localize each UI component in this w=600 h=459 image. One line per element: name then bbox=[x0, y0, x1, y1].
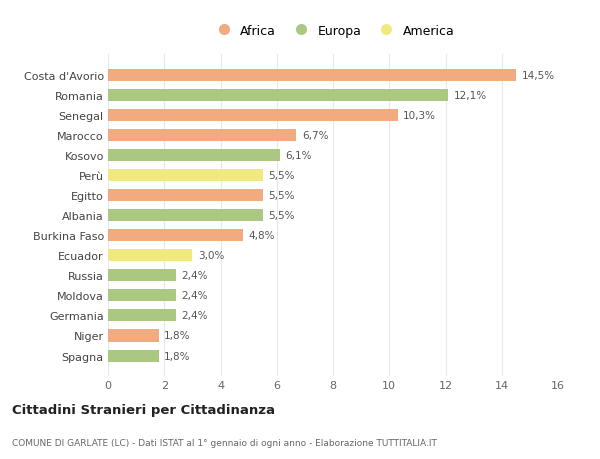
Bar bbox=[108, 230, 243, 242]
Text: 5,5%: 5,5% bbox=[268, 211, 295, 221]
Text: Cittadini Stranieri per Cittadinanza: Cittadini Stranieri per Cittadinanza bbox=[12, 403, 275, 416]
Text: 3,0%: 3,0% bbox=[198, 251, 224, 261]
Bar bbox=[108, 70, 516, 82]
Bar bbox=[108, 130, 296, 142]
Bar bbox=[108, 170, 263, 182]
Text: 6,7%: 6,7% bbox=[302, 131, 329, 141]
Bar bbox=[108, 290, 176, 302]
Text: 5,5%: 5,5% bbox=[268, 171, 295, 181]
Text: 14,5%: 14,5% bbox=[521, 71, 554, 81]
Text: 4,8%: 4,8% bbox=[248, 231, 275, 241]
Legend: Africa, Europa, America: Africa, Europa, America bbox=[206, 20, 460, 43]
Bar bbox=[108, 350, 158, 362]
Bar bbox=[108, 310, 176, 322]
Bar bbox=[108, 90, 448, 102]
Text: 6,1%: 6,1% bbox=[285, 151, 311, 161]
Bar bbox=[108, 190, 263, 202]
Bar bbox=[108, 330, 158, 342]
Bar bbox=[108, 150, 280, 162]
Text: 10,3%: 10,3% bbox=[403, 111, 436, 121]
Bar bbox=[108, 250, 193, 262]
Text: 12,1%: 12,1% bbox=[454, 91, 487, 101]
Bar bbox=[108, 270, 176, 282]
Bar bbox=[108, 110, 398, 122]
Text: 2,4%: 2,4% bbox=[181, 311, 208, 321]
Text: 2,4%: 2,4% bbox=[181, 271, 208, 281]
Bar bbox=[108, 210, 263, 222]
Text: 1,8%: 1,8% bbox=[164, 331, 191, 341]
Text: 5,5%: 5,5% bbox=[268, 191, 295, 201]
Text: COMUNE DI GARLATE (LC) - Dati ISTAT al 1° gennaio di ogni anno - Elaborazione TU: COMUNE DI GARLATE (LC) - Dati ISTAT al 1… bbox=[12, 438, 437, 447]
Text: 2,4%: 2,4% bbox=[181, 291, 208, 301]
Text: 1,8%: 1,8% bbox=[164, 351, 191, 361]
